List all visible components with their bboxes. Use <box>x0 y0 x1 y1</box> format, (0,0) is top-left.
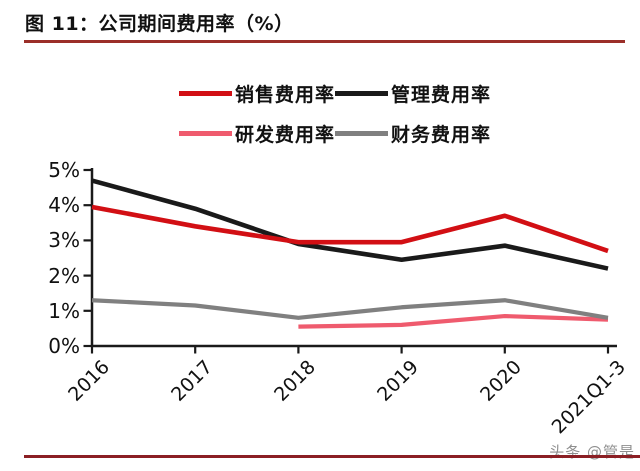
legend-label-sales: 销售费用率 <box>235 84 336 106</box>
sales-series-line <box>91 204 609 254</box>
legend-label-admin: 管理费用率 <box>391 84 492 106</box>
y-tick-label: 4% <box>48 193 80 218</box>
admin-legend-swatch-icon <box>335 91 389 96</box>
legend-item-sales: 销售费用率 <box>179 80 335 107</box>
y-tick-label: 3% <box>48 228 80 253</box>
rnd-series-line <box>298 313 609 329</box>
legend-item-finance: 财务费用率 <box>335 120 491 147</box>
chart-legend: 销售费用率 管理费用率研发费用率 财务费用率 <box>179 80 491 147</box>
y-tick-label: 0% <box>48 334 80 358</box>
admin-series-line <box>91 178 609 271</box>
legend-label-finance: 财务费用率 <box>391 124 492 146</box>
rnd-legend-swatch-icon <box>179 131 232 136</box>
figure-title: 图 11：公司期间费用率（%） <box>25 13 294 35</box>
bottom-divider <box>24 455 640 458</box>
watermark: 头条 @管是 <box>549 443 635 461</box>
line-chart <box>83 168 617 354</box>
legend-label-rnd: 研发费用率 <box>235 124 336 146</box>
y-tick-label: 1% <box>48 298 80 323</box>
finance-legend-swatch-icon <box>335 131 389 136</box>
y-tick-label: 5% <box>48 158 80 182</box>
legend-item-rnd: 研发费用率 <box>179 120 335 147</box>
sales-legend-swatch-icon <box>179 91 232 96</box>
title-divider <box>24 40 625 43</box>
y-tick-label: 2% <box>48 263 80 288</box>
finance-series-line <box>91 298 609 320</box>
legend-item-admin: 管理费用率 <box>335 80 491 107</box>
